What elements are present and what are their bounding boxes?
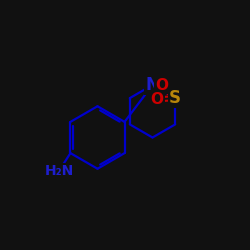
- Text: O: O: [151, 92, 164, 107]
- Text: H₂N: H₂N: [44, 164, 74, 177]
- Text: N: N: [146, 76, 160, 94]
- Text: O: O: [155, 78, 168, 92]
- Text: S: S: [169, 89, 181, 107]
